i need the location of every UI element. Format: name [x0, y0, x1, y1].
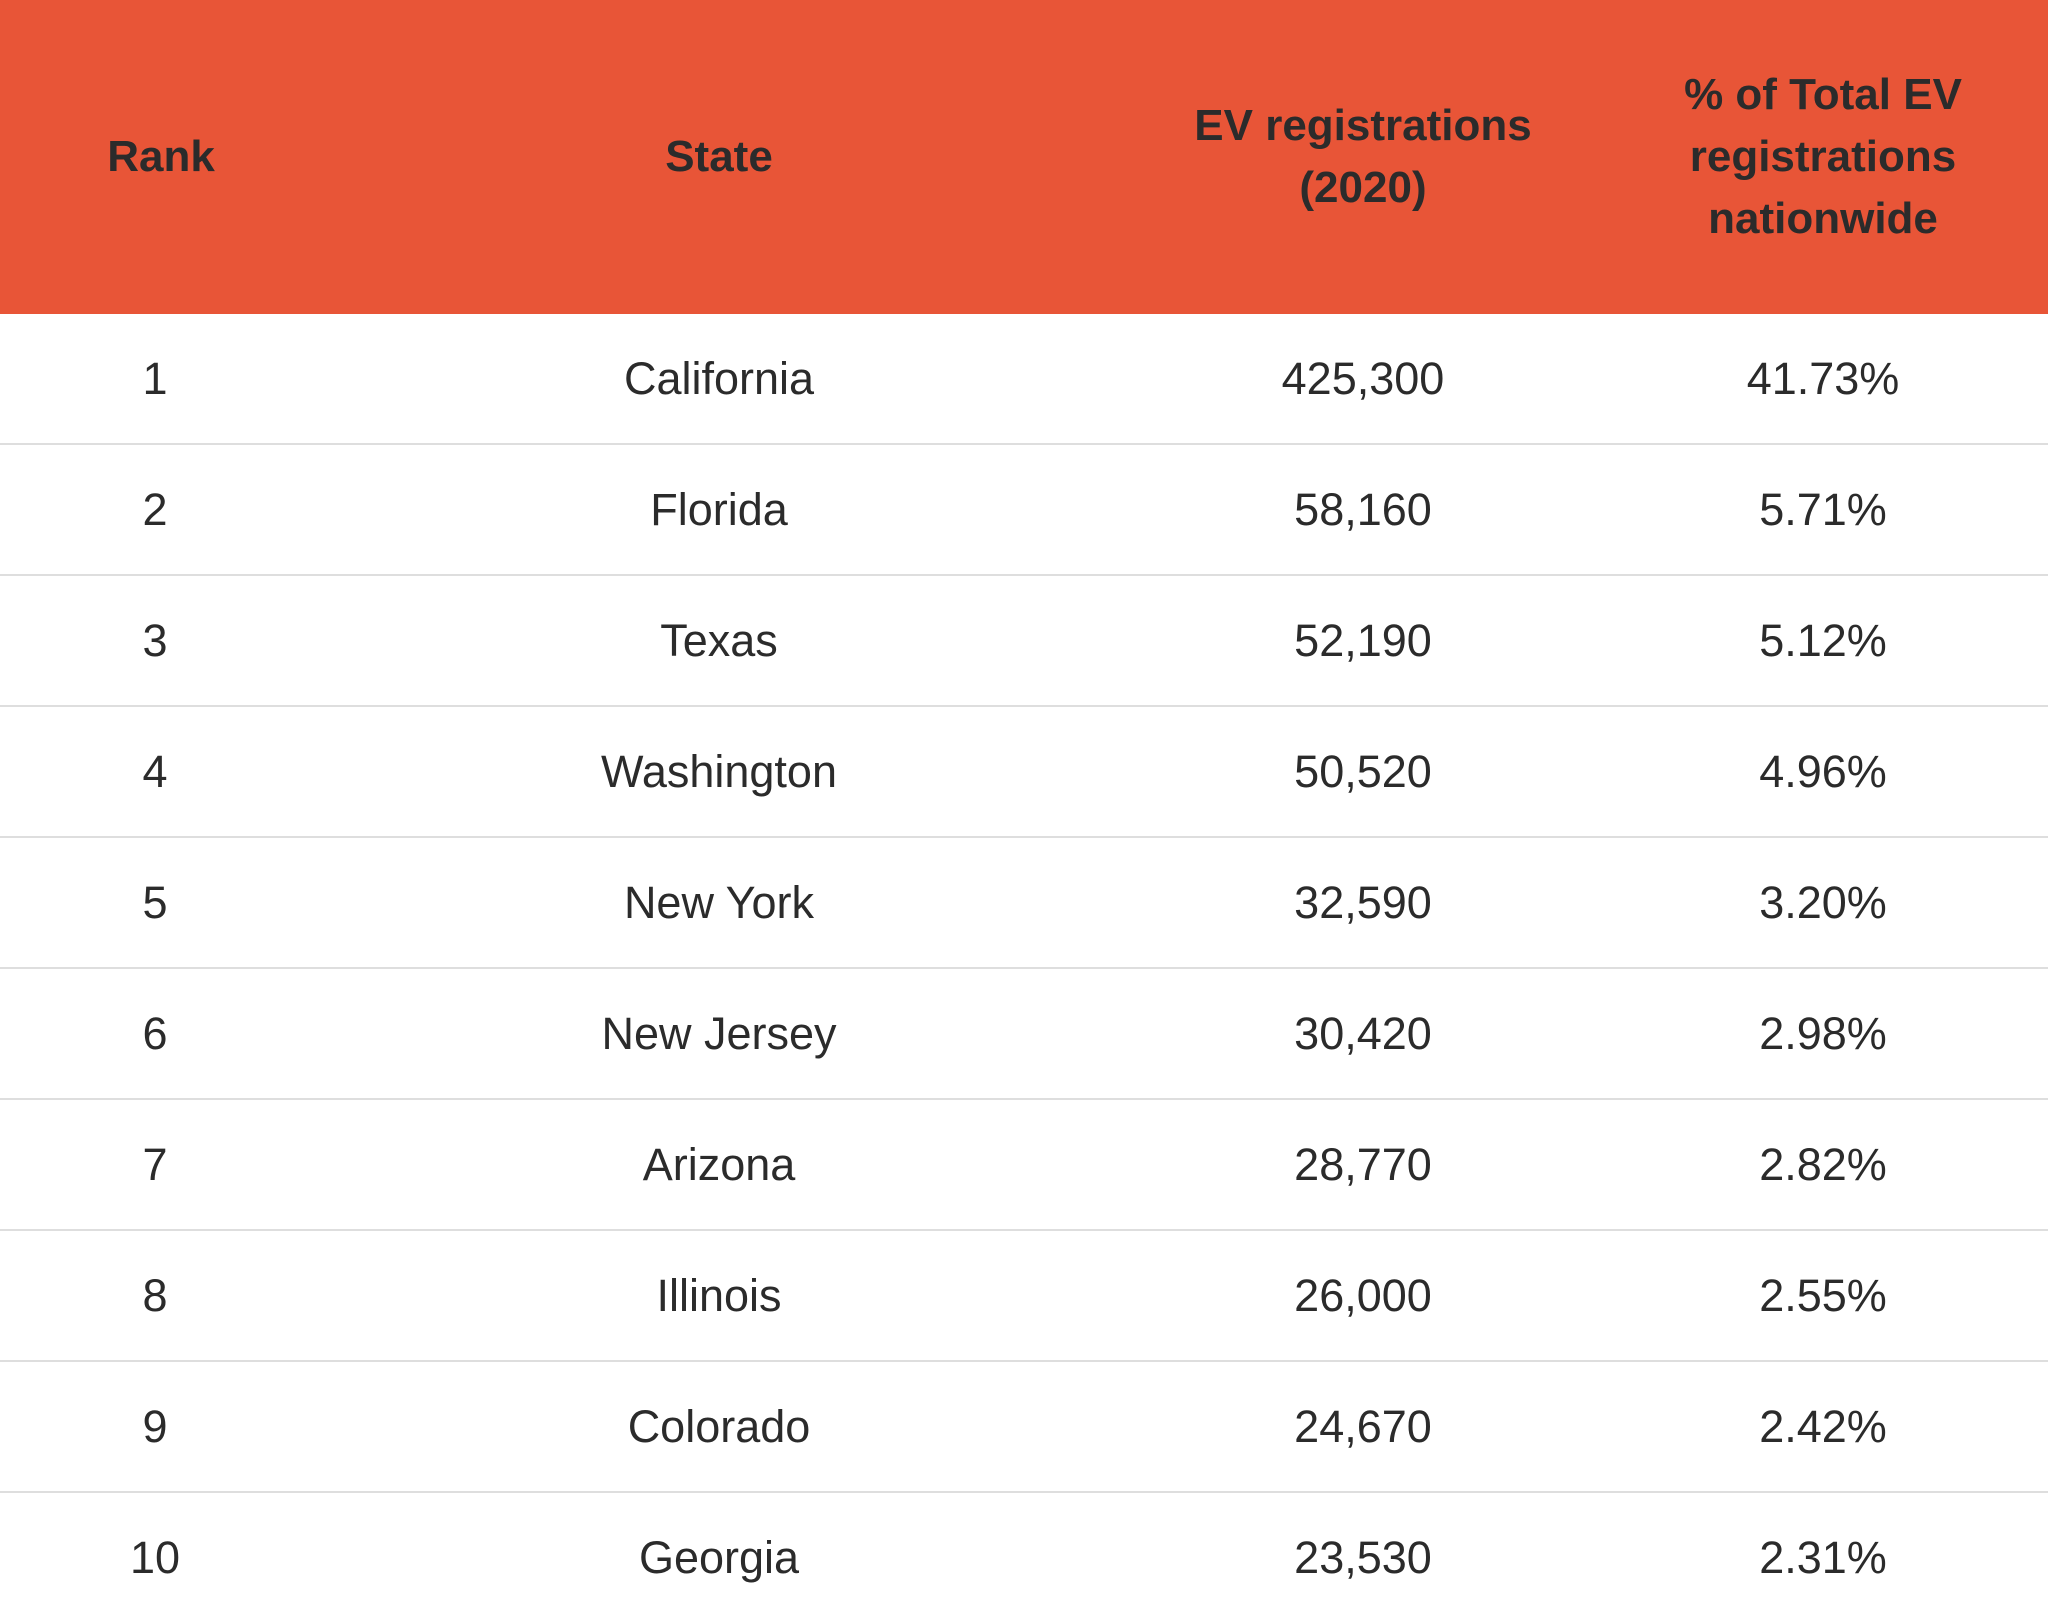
cell-rank: 8 — [0, 1230, 310, 1362]
cell-state: New Jersey — [310, 968, 1128, 1100]
cell-percent: 2.55% — [1598, 1230, 2048, 1362]
table-row: 1 California 425,300 41.73% — [0, 314, 2048, 445]
header-row: Rank State EV registrations (2020) % of … — [0, 0, 2048, 314]
table-row: 2 Florida 58,160 5.71% — [0, 444, 2048, 576]
cell-state: Texas — [310, 575, 1128, 707]
cell-percent: 2.98% — [1598, 968, 2048, 1100]
cell-state: Arizona — [310, 1099, 1128, 1231]
cell-rank: 10 — [129, 1531, 181, 1583]
cell-percent: 2.42% — [1598, 1361, 2048, 1493]
cell-state: Georgia — [638, 1531, 800, 1583]
table-row: 3 Texas 52,190 5.12% — [0, 575, 2048, 707]
cell-percent: 4.96% — [1598, 706, 2048, 838]
cell-state: Colorado — [310, 1361, 1128, 1493]
table-row: 4 Washington 50,520 4.96% — [0, 706, 2048, 838]
table-row: 6 New Jersey 30,420 2.98% — [0, 968, 2048, 1100]
cell-percent: 41.73% — [1598, 314, 2048, 445]
table-header: Rank State EV registrations (2020) % of … — [0, 0, 2048, 314]
table-row: 7 Arizona 28,770 2.82% — [0, 1099, 2048, 1231]
cell-rank: 4 — [0, 706, 310, 838]
cell-percent: 2.31% — [1759, 1531, 1887, 1583]
table-row: 9 Colorado 24,670 2.42% — [0, 1361, 2048, 1493]
cell-rank: 3 — [0, 575, 310, 707]
cell-registrations: 52,190 — [1128, 575, 1598, 707]
table-body: 1 California 425,300 41.73% 2 Florida 58,160 5.… — [0, 314, 2048, 1622]
cell-state: Washington — [310, 706, 1128, 838]
header-registrations: EV registrations (2020) — [1128, 0, 1598, 314]
header-percent: % of Total EV registrations nationwide — [1598, 0, 2048, 314]
cell-state: New York — [310, 837, 1128, 969]
cell-percent: 2.82% — [1598, 1099, 2048, 1231]
cell-rank: 7 — [0, 1099, 310, 1231]
header-rank: Rank — [0, 0, 310, 314]
header-state: State — [310, 0, 1128, 314]
cell-registrations: 32,590 — [1128, 837, 1598, 969]
cell-rank: 5 — [0, 837, 310, 969]
cell-state: California — [310, 314, 1128, 445]
cell-percent: 3.20% — [1598, 837, 2048, 969]
cell-rank: 6 — [0, 968, 310, 1100]
cell-percent: 5.12% — [1598, 575, 2048, 707]
cell-registrations: 24,670 — [1128, 1361, 1598, 1493]
cell-percent: 5.71% — [1598, 444, 2048, 576]
cell-registrations: 26,000 — [1128, 1230, 1598, 1362]
cell-registrations: 50,520 — [1128, 706, 1598, 838]
cell-registrations: 30,420 — [1128, 968, 1598, 1100]
cell-registrations: 425,300 — [1128, 314, 1598, 445]
cell-state: Florida — [310, 444, 1128, 576]
table-row: 10 Georgia 23,530 2.31% — [0, 1492, 2048, 1622]
cell-registrations: 23,530 — [1294, 1531, 1432, 1583]
cell-rank: 9 — [0, 1361, 310, 1493]
cell-registrations: 28,770 — [1128, 1099, 1598, 1231]
cell-state: Illinois — [310, 1230, 1128, 1362]
cell-rank: 2 — [0, 444, 310, 576]
cell-rank: 1 — [0, 314, 310, 445]
table-row: 5 New York 32,590 3.20% — [0, 837, 2048, 969]
table-row: 8 Illinois 26,000 2.55% — [0, 1230, 2048, 1362]
cell-registrations: 58,160 — [1128, 444, 1598, 576]
